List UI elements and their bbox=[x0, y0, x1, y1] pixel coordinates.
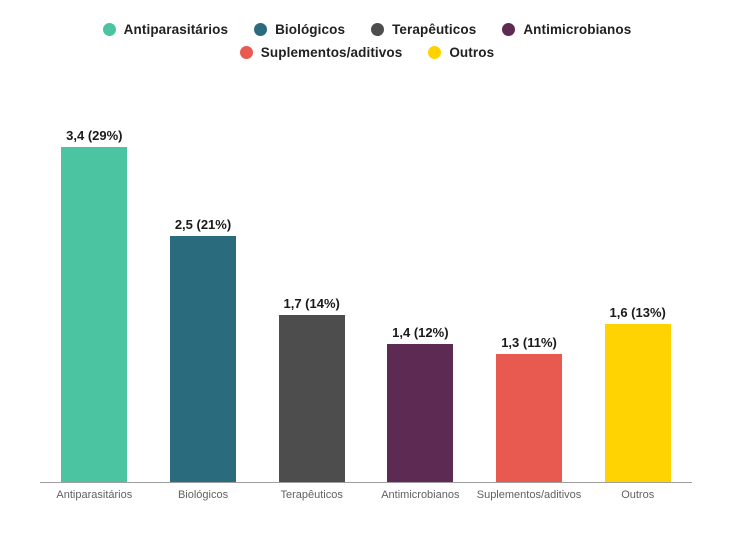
legend-marker-icon bbox=[239, 46, 253, 59]
x-axis-labels: Antiparasitários Biológicos Terapêuticos An… bbox=[40, 483, 692, 501]
bar-value-label: 1,4 (12%) bbox=[392, 325, 449, 341]
legend-item-antimicrobianos[interactable]: Antimicrobianos bbox=[502, 22, 631, 37]
bar-antiparasitarios[interactable] bbox=[61, 147, 128, 482]
bar-outros[interactable] bbox=[604, 324, 671, 482]
bar-value-label: 2,5 (21%) bbox=[174, 216, 232, 232]
bar-slot-suplementos-aditivos: 1,3 (11%) bbox=[475, 335, 584, 482]
legend-item-label: Biológicos bbox=[275, 22, 346, 37]
x-axis-label-outros: Outros bbox=[621, 489, 655, 501]
bar-terapeuticos[interactable] bbox=[278, 314, 345, 482]
x-axis-label-biologicos: Biológicos bbox=[177, 489, 229, 501]
legend: Antiparasitários Biológicos Terapêuticos An… bbox=[0, 0, 734, 60]
x-axis-label-antimicrobianos: Antimicrobianos bbox=[381, 489, 460, 501]
legend-marker-icon bbox=[428, 46, 442, 59]
legend-item-terapeuticos[interactable]: Terapêuticos bbox=[371, 22, 476, 37]
legend-item-outros[interactable]: Outros bbox=[428, 45, 494, 60]
bar-suplementos-aditivos[interactable] bbox=[496, 353, 563, 482]
bar-value-label: 1,6 (13%) bbox=[609, 305, 666, 321]
bar-slot-outros: 1,6 (13%) bbox=[583, 305, 692, 482]
bar-slot-biologicos: 2,5 (21%) bbox=[149, 217, 258, 482]
legend-item-label: Antimicrobianos bbox=[523, 22, 632, 37]
legend-item-label: Outros bbox=[449, 45, 495, 60]
legend-row: Antiparasitários Biológicos Terapêuticos An… bbox=[102, 22, 632, 37]
bar-slot-terapeuticos: 1,7 (14%) bbox=[257, 296, 366, 482]
legend-item-antiparasitarios[interactable]: Antiparasitários bbox=[102, 22, 229, 37]
bar-value-label: 1,3 (11%) bbox=[501, 334, 557, 350]
legend-marker-icon bbox=[254, 23, 268, 36]
bar-value-label: 1,7 (14%) bbox=[283, 295, 340, 311]
x-axis-label-antiparasitarios: Antiparasitários bbox=[56, 489, 133, 501]
bar-biologicos[interactable] bbox=[170, 235, 236, 482]
bars-area: 3,4 (29%) 2,5 (21%) 1,7 (14%) 1,4 (12%) 1,3 … bbox=[40, 88, 692, 482]
legend-item-label: Antiparasitários bbox=[123, 22, 229, 37]
bar-slot-antimicrobianos: 1,4 (12%) bbox=[366, 325, 475, 482]
legend-item-label: Terapêuticos bbox=[392, 22, 477, 37]
x-axis-line bbox=[40, 482, 692, 483]
legend-item-suplementos-aditivos[interactable]: Suplementos/aditivos bbox=[239, 45, 403, 60]
bar-slot-antiparasitarios: 3,4 (29%) bbox=[40, 128, 149, 482]
x-axis-label-terapeuticos: Terapêuticos bbox=[280, 489, 343, 501]
plot-area: 3,4 (29%) 2,5 (21%) 1,7 (14%) 1,4 (12%) 1,3 … bbox=[40, 88, 692, 501]
legend-marker-icon bbox=[371, 23, 385, 36]
legend-item-label: Suplementos/aditivos bbox=[260, 45, 403, 60]
legend-row: Suplementos/aditivos Outros bbox=[239, 45, 494, 60]
bar-value-label: 3,4 (29%) bbox=[66, 128, 123, 144]
legend-marker-icon bbox=[102, 23, 116, 36]
x-axis-label-suplementos-aditivos: Suplementos/aditivos bbox=[476, 489, 582, 501]
bar-antimicrobianos[interactable] bbox=[387, 344, 454, 482]
legend-marker-icon bbox=[502, 23, 516, 36]
legend-item-biologicos[interactable]: Biológicos bbox=[254, 22, 345, 37]
